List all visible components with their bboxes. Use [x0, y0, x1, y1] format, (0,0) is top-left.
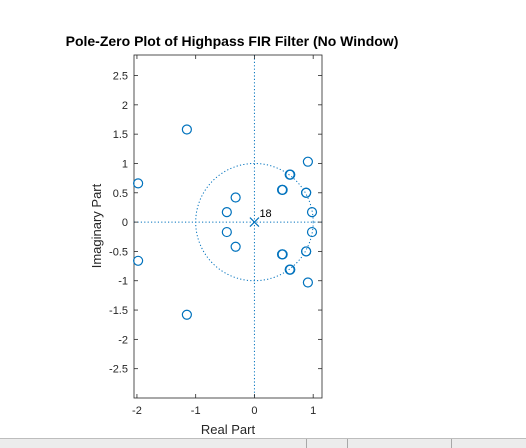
y-tick-label: -1 — [118, 276, 128, 288]
x-tick-label: 1 — [310, 405, 316, 417]
zero-marker — [306, 226, 318, 238]
zero-marker — [221, 226, 232, 238]
axes-box — [133, 54, 323, 399]
zero-marker — [284, 264, 295, 275]
status-bar — [0, 438, 526, 448]
y-tick-label: -2 — [118, 334, 128, 346]
zero-marker — [221, 207, 232, 218]
status-bar-divider — [347, 439, 348, 448]
zero-marker — [230, 192, 241, 203]
y-tick-label: 0 — [122, 217, 128, 229]
zero-marker — [181, 124, 192, 135]
status-bar-divider — [451, 439, 452, 448]
pole-zero-plot: Pole-Zero Plot of Highpass FIR Filter (N… — [66, 33, 399, 437]
y-tick-label: 2 — [122, 100, 128, 112]
y-tick-label: -1.5 — [109, 305, 128, 317]
x-tick-label: -1 — [191, 405, 201, 417]
figure-canvas: Pole-Zero Plot of Highpass FIR Filter (N… — [0, 0, 526, 438]
status-bar-divider — [306, 439, 307, 448]
pole-marker — [249, 217, 260, 228]
zero-axis-lines — [134, 55, 322, 398]
y-tick-label: -0.5 — [109, 246, 128, 258]
zero-marker — [133, 178, 144, 189]
tick-layer: -2 -1 0 1 -2.5 -2 -1.5 -1 -0.5 0 0.5 1 1.5 2 2.5 — [109, 55, 322, 417]
chart-title: Pole-Zero Plot of Highpass FIR Filter (N… — [66, 33, 399, 49]
y-axis-label: Imaginary Part — [89, 183, 104, 268]
zero-marker — [301, 187, 312, 198]
zero-marker — [230, 241, 241, 252]
zero-marker — [133, 255, 144, 266]
zero-marker — [301, 246, 312, 257]
zero-marker — [284, 169, 295, 180]
zero-marker — [277, 249, 288, 260]
zero-marker — [306, 207, 318, 218]
pole-marker-stroke — [249, 217, 260, 228]
y-tick-label: -2.5 — [109, 364, 128, 376]
x-tick-label: 0 — [251, 405, 257, 417]
y-tick-label: 2.5 — [113, 71, 128, 83]
y-tick-label: 1 — [122, 158, 128, 170]
x-tick-label: -2 — [132, 405, 142, 417]
y-tick-label: 0.5 — [113, 188, 128, 200]
marker-layer: 18 — [133, 124, 318, 320]
zero-marker — [302, 277, 313, 288]
zero-marker — [302, 156, 313, 167]
y-tick-label: 1.5 — [113, 129, 128, 141]
zero-marker — [181, 309, 192, 320]
x-axis-label: Real Part — [201, 422, 256, 437]
zero-marker — [277, 184, 288, 195]
pole-multiplicity-label: 18 — [259, 208, 271, 220]
